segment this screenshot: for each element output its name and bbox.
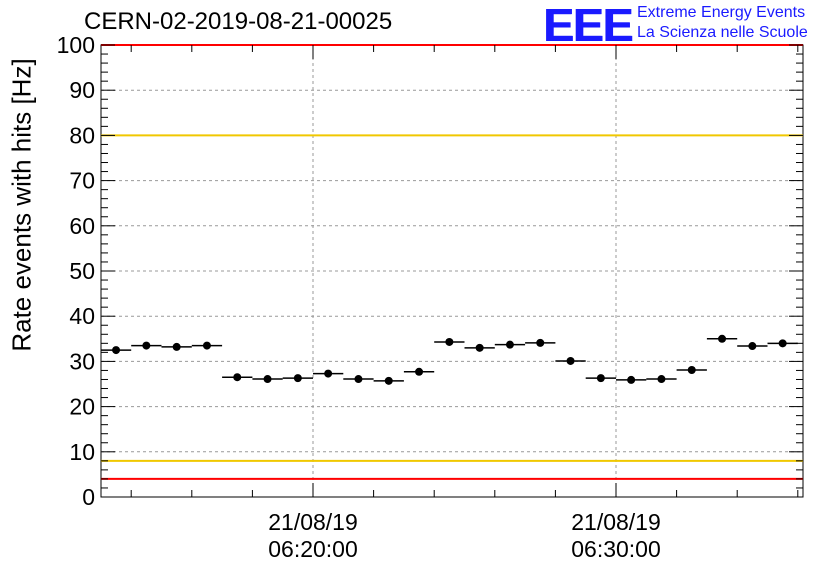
logo-line-2: La Scienza nelle Scuole	[637, 24, 808, 41]
data-point	[112, 346, 121, 355]
logo-line-1: Extreme Energy Events	[637, 4, 806, 21]
y-axis-label-wrap: Rate events with hits [Hz]	[0, 0, 40, 572]
data-point	[475, 343, 484, 352]
x-tick-label-date: 21/08/19	[571, 509, 661, 535]
data-point	[445, 337, 454, 346]
grid-lines	[101, 45, 803, 497]
x-tick-label-time: 06:30:00	[571, 536, 661, 562]
chart-title: CERN-02-2019-08-21-00025	[84, 8, 393, 35]
eee-logo: EEE	[543, 0, 633, 51]
data-point	[324, 369, 333, 378]
y-tick-label: 0	[82, 484, 95, 510]
y-tick-label: 30	[69, 348, 95, 374]
data-point	[778, 339, 787, 348]
data-point	[748, 342, 757, 351]
data-point	[657, 375, 666, 384]
data-point	[505, 340, 514, 349]
y-tick-label: 60	[69, 213, 95, 239]
y-tick-label: 50	[69, 258, 95, 284]
data-point	[536, 338, 545, 347]
axis-ticks	[101, 44, 803, 498]
y-axis-label: Rate events with hits [Hz]	[6, 58, 37, 352]
y-tick-labels: 0 10 20 30 40 50 60 70 80 90 100	[57, 32, 95, 510]
data-point	[596, 374, 605, 383]
data-point	[384, 376, 393, 385]
data-point	[627, 375, 636, 384]
x-tick-label-time: 06:20:00	[268, 536, 358, 562]
data-point	[142, 341, 151, 350]
logo-caption: Extreme Energy Events La Scienza nelle S…	[637, 3, 808, 43]
data-point	[687, 365, 696, 374]
reference-lines	[101, 44, 803, 480]
data-point	[718, 334, 727, 343]
data-point	[172, 342, 181, 351]
y-tick-label: 20	[69, 394, 95, 420]
data-point	[415, 367, 424, 376]
data-point	[354, 375, 363, 384]
data-point	[202, 341, 211, 350]
x-tick-label-date: 21/08/19	[268, 509, 358, 535]
data-points	[100, 334, 798, 385]
data-point	[566, 356, 575, 365]
y-tick-label: 90	[69, 77, 95, 103]
data-point	[263, 375, 272, 384]
y-tick-label: 100	[57, 32, 95, 58]
y-tick-label: 10	[69, 439, 95, 465]
y-tick-label: 80	[69, 122, 95, 148]
data-point	[233, 373, 242, 382]
y-tick-label: 70	[69, 168, 95, 194]
y-tick-label: 40	[69, 303, 95, 329]
data-point	[293, 374, 302, 383]
